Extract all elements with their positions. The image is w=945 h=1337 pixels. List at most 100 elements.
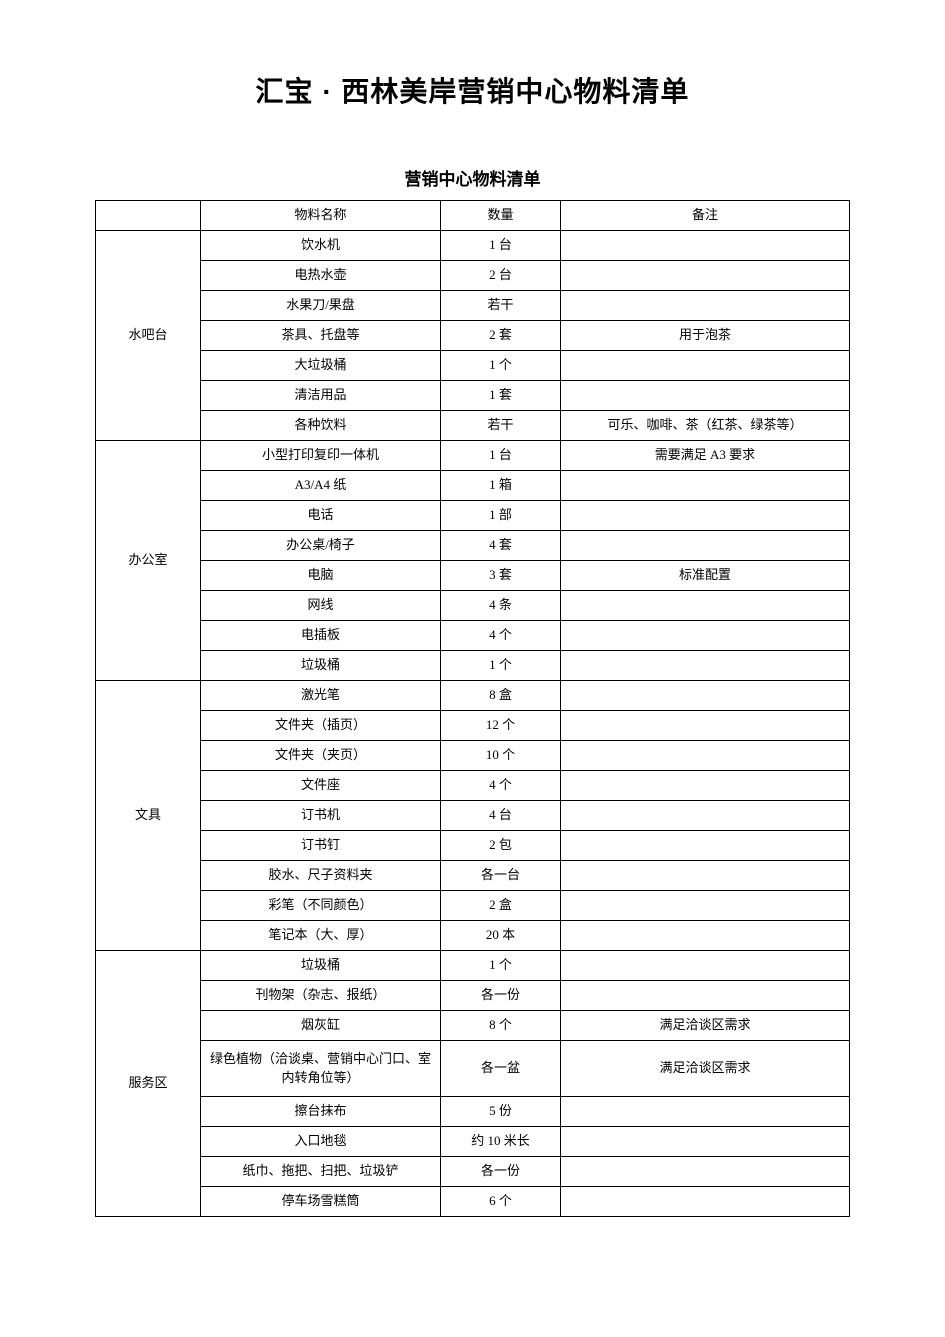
- qty-cell: 3 套: [441, 561, 561, 591]
- name-cell: 入口地毯: [201, 1127, 441, 1157]
- name-cell: 茶具、托盘等: [201, 321, 441, 351]
- note-cell: 需要满足 A3 要求: [561, 441, 850, 471]
- table-row: 各种饮料若干可乐、咖啡、茶（红茶、绿茶等）: [96, 411, 850, 441]
- qty-cell: 1 个: [441, 651, 561, 681]
- qty-cell: 1 台: [441, 231, 561, 261]
- note-cell: [561, 621, 850, 651]
- name-cell: 电脑: [201, 561, 441, 591]
- table-row: 大垃圾桶1 个: [96, 351, 850, 381]
- name-cell: 绿色植物（洽谈桌、营销中心门口、室内转角位等）: [201, 1041, 441, 1097]
- name-cell: 电热水壶: [201, 261, 441, 291]
- name-cell: 彩笔（不同颜色）: [201, 891, 441, 921]
- table-row: 文具激光笔8 盒: [96, 681, 850, 711]
- note-cell: [561, 771, 850, 801]
- table-row: 烟灰缸8 个满足洽谈区需求: [96, 1011, 850, 1041]
- area-cell: 水吧台: [96, 231, 201, 441]
- table-row: 办公桌/椅子4 套: [96, 531, 850, 561]
- name-cell: 水果刀/果盘: [201, 291, 441, 321]
- note-cell: [561, 921, 850, 951]
- note-cell: [561, 231, 850, 261]
- name-cell: 擦台抹布: [201, 1097, 441, 1127]
- qty-cell: 8 盒: [441, 681, 561, 711]
- qty-cell: 2 台: [441, 261, 561, 291]
- table-row: 电脑3 套标准配置: [96, 561, 850, 591]
- name-cell: 订书钉: [201, 831, 441, 861]
- table-row: A3/A4 纸1 箱: [96, 471, 850, 501]
- note-cell: [561, 681, 850, 711]
- main-title: 汇宝 · 西林美岸营销中心物料清单: [95, 70, 850, 110]
- qty-cell: 8 个: [441, 1011, 561, 1041]
- qty-cell: 5 份: [441, 1097, 561, 1127]
- name-cell: A3/A4 纸: [201, 471, 441, 501]
- name-cell: 饮水机: [201, 231, 441, 261]
- note-cell: 满足洽谈区需求: [561, 1011, 850, 1041]
- table-row: 文件夹（夹页）10 个: [96, 741, 850, 771]
- qty-cell: 1 部: [441, 501, 561, 531]
- note-cell: 用于泡茶: [561, 321, 850, 351]
- table-row: 清洁用品1 套: [96, 381, 850, 411]
- name-cell: 大垃圾桶: [201, 351, 441, 381]
- table-row: 水果刀/果盘若干: [96, 291, 850, 321]
- qty-cell: 12 个: [441, 711, 561, 741]
- note-cell: 可乐、咖啡、茶（红茶、绿茶等）: [561, 411, 850, 441]
- note-cell: [561, 351, 850, 381]
- note-cell: [561, 711, 850, 741]
- table-row: 电话1 部: [96, 501, 850, 531]
- name-cell: 笔记本（大、厚）: [201, 921, 441, 951]
- name-cell: 纸巾、拖把、扫把、垃圾铲: [201, 1157, 441, 1187]
- materials-table: 物料名称 数量 备注 水吧台饮水机1 台电热水壶2 台水果刀/果盘若干茶具、托盘…: [95, 200, 850, 1217]
- table-row: 纸巾、拖把、扫把、垃圾铲各一份: [96, 1157, 850, 1187]
- table-row: 文件夹（插页）12 个: [96, 711, 850, 741]
- qty-cell: 4 套: [441, 531, 561, 561]
- name-cell: 小型打印复印一体机: [201, 441, 441, 471]
- header-area: [96, 201, 201, 231]
- note-cell: [561, 981, 850, 1011]
- table-row: 网线4 条: [96, 591, 850, 621]
- table-row: 办公室小型打印复印一体机1 台需要满足 A3 要求: [96, 441, 850, 471]
- name-cell: 垃圾桶: [201, 951, 441, 981]
- table-row: 茶具、托盘等2 套用于泡茶: [96, 321, 850, 351]
- qty-cell: 若干: [441, 411, 561, 441]
- qty-cell: 各一份: [441, 981, 561, 1011]
- note-cell: [561, 801, 850, 831]
- qty-cell: 4 条: [441, 591, 561, 621]
- note-cell: 标准配置: [561, 561, 850, 591]
- name-cell: 电插板: [201, 621, 441, 651]
- table-row: 垃圾桶1 个: [96, 651, 850, 681]
- note-cell: [561, 261, 850, 291]
- note-cell: [561, 831, 850, 861]
- name-cell: 激光笔: [201, 681, 441, 711]
- qty-cell: 6 个: [441, 1187, 561, 1217]
- name-cell: 各种饮料: [201, 411, 441, 441]
- note-cell: [561, 951, 850, 981]
- table-row: 擦台抹布5 份: [96, 1097, 850, 1127]
- sub-title: 营销中心物料清单: [95, 165, 850, 190]
- qty-cell: 4 个: [441, 621, 561, 651]
- qty-cell: 1 台: [441, 441, 561, 471]
- table-row: 服务区垃圾桶1 个: [96, 951, 850, 981]
- name-cell: 办公桌/椅子: [201, 531, 441, 561]
- note-cell: [561, 1157, 850, 1187]
- header-qty: 数量: [441, 201, 561, 231]
- table-row: 文件座4 个: [96, 771, 850, 801]
- qty-cell: 4 个: [441, 771, 561, 801]
- table-row: 停车场雪糕筒6 个: [96, 1187, 850, 1217]
- area-cell: 服务区: [96, 951, 201, 1217]
- note-cell: [561, 531, 850, 561]
- table-row: 电热水壶2 台: [96, 261, 850, 291]
- name-cell: 清洁用品: [201, 381, 441, 411]
- table-row: 电插板4 个: [96, 621, 850, 651]
- name-cell: 订书机: [201, 801, 441, 831]
- note-cell: 满足洽谈区需求: [561, 1041, 850, 1097]
- table-header-row: 物料名称 数量 备注: [96, 201, 850, 231]
- area-cell: 文具: [96, 681, 201, 951]
- qty-cell: 2 套: [441, 321, 561, 351]
- name-cell: 停车场雪糕筒: [201, 1187, 441, 1217]
- name-cell: 文件夹（插页）: [201, 711, 441, 741]
- note-cell: [561, 741, 850, 771]
- name-cell: 刊物架（杂志、报纸）: [201, 981, 441, 1011]
- qty-cell: 2 盒: [441, 891, 561, 921]
- table-row: 订书钉2 包: [96, 831, 850, 861]
- note-cell: [561, 1127, 850, 1157]
- note-cell: [561, 291, 850, 321]
